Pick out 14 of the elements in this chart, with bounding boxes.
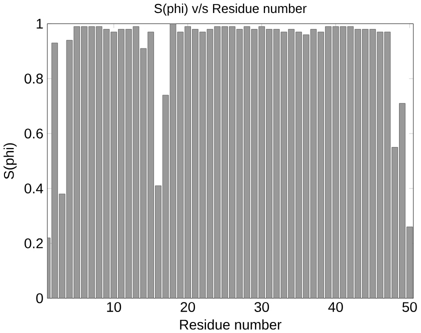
y-axis-title: S(phi) [4,143,17,179]
chart-title: S(phi) v/s Residue number [154,3,307,16]
y-tick-label: 0.2 [24,238,43,248]
y-tick-label: 0.4 [24,183,44,194]
x-tick-label: 20 [180,302,196,312]
y-tick-label: 0.8 [24,74,43,84]
y-tick-label: 1 [36,18,43,28]
x-tick-label: 30 [254,302,269,312]
x-tick-label: 40 [328,302,343,312]
x-axis-title: Residue number [180,319,282,330]
x-tick-label: 50 [402,302,417,312]
y-tick-label: 0 [36,293,43,304]
y-tick-label: 0.6 [24,128,43,138]
x-tick-label: 10 [107,302,122,312]
